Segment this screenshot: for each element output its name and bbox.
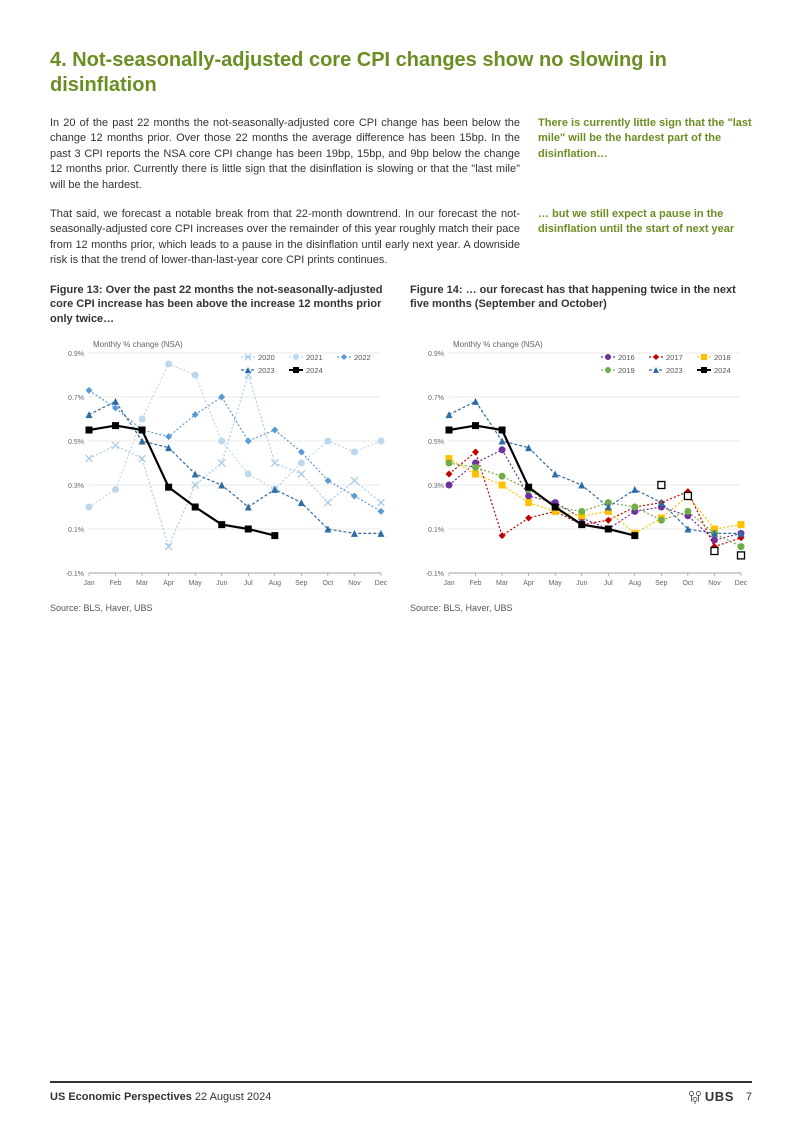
svg-text:2022: 2022 — [354, 353, 371, 362]
svg-text:Jun: Jun — [576, 580, 587, 587]
svg-text:2020: 2020 — [258, 353, 275, 362]
figure-14-caption: Figure 14: … our forecast has that happe… — [410, 283, 752, 327]
svg-text:Sep: Sep — [295, 580, 308, 587]
svg-text:Apr: Apr — [163, 580, 175, 587]
svg-text:0.9%: 0.9% — [68, 351, 84, 358]
footer-title: US Economic Perspectives — [50, 1091, 192, 1103]
footer-right: UBS 7 — [688, 1089, 752, 1104]
svg-text:Nov: Nov — [348, 580, 361, 587]
svg-text:0.9%: 0.9% — [428, 351, 444, 358]
svg-text:0.7%: 0.7% — [428, 395, 444, 402]
page-footer: US Economic Perspectives 22 August 2024 … — [50, 1081, 752, 1104]
paragraph-2: That said, we forecast a notable break f… — [50, 207, 520, 269]
svg-text:Nov: Nov — [708, 580, 721, 587]
svg-text:Jul: Jul — [244, 580, 253, 587]
svg-text:2016: 2016 — [618, 353, 635, 362]
paragraph-row-2: That said, we forecast a notable break f… — [50, 207, 752, 269]
svg-text:May: May — [189, 580, 203, 587]
svg-text:Monthly % change (NSA): Monthly % change (NSA) — [93, 340, 183, 349]
ubs-logo: UBS — [688, 1089, 734, 1104]
svg-text:0.5%: 0.5% — [68, 439, 84, 446]
svg-text:Jun: Jun — [216, 580, 227, 587]
svg-text:May: May — [549, 580, 563, 587]
svg-text:-0.1%: -0.1% — [66, 571, 84, 578]
figure-13-caption: Figure 13: Over the past 22 months the n… — [50, 283, 392, 328]
svg-text:Mar: Mar — [496, 580, 509, 587]
svg-text:2017: 2017 — [666, 353, 683, 362]
svg-text:Mar: Mar — [136, 580, 149, 587]
svg-text:-0.1%: -0.1% — [426, 571, 444, 578]
figure-13-chart: -0.1% 0.1% 0.3% 0.5% 0.7% 0.9% Jan Feb Mar Apr May… — [50, 335, 392, 595]
page-number: 7 — [746, 1091, 752, 1103]
svg-text:Aug: Aug — [269, 580, 282, 587]
svg-text:0.3%: 0.3% — [68, 483, 84, 490]
figure-13-source: Source: BLS, Haver, UBS — [50, 603, 392, 613]
svg-text:Feb: Feb — [110, 580, 122, 587]
section-title: 4. Not-seasonally-adjusted core CPI chan… — [50, 48, 752, 98]
svg-text:Jan: Jan — [443, 580, 454, 587]
svg-text:Dec: Dec — [735, 580, 748, 587]
svg-text:0.7%: 0.7% — [68, 395, 84, 402]
svg-text:0.3%: 0.3% — [428, 483, 444, 490]
figure-14-source: Source: BLS, Haver, UBS — [410, 603, 752, 613]
paragraph-row-1: In 20 of the past 22 months the not-seas… — [50, 116, 752, 193]
figure-13-block: Figure 13: Over the past 22 months the n… — [50, 283, 392, 614]
svg-text:0.1%: 0.1% — [68, 527, 84, 534]
svg-text:Apr: Apr — [523, 580, 535, 587]
svg-text:Dec: Dec — [375, 580, 388, 587]
footer-left: US Economic Perspectives 22 August 2024 — [50, 1091, 271, 1103]
paragraph-1: In 20 of the past 22 months the not-seas… — [50, 116, 520, 193]
svg-text:Feb: Feb — [470, 580, 482, 587]
svg-text:2023: 2023 — [666, 366, 683, 375]
svg-text:0.5%: 0.5% — [428, 439, 444, 446]
callout-1: There is currently little sign that the … — [538, 116, 752, 193]
footer-date: 22 August 2024 — [195, 1091, 271, 1103]
svg-text:Jan: Jan — [83, 580, 94, 587]
figure-14-block: Figure 14: … our forecast has that happe… — [410, 283, 752, 614]
svg-text:Aug: Aug — [629, 580, 642, 587]
svg-text:Monthly % change (NSA): Monthly % change (NSA) — [453, 340, 543, 349]
svg-text:Oct: Oct — [682, 580, 693, 587]
svg-text:2018: 2018 — [714, 353, 731, 362]
callout-2: … but we still expect a pause in the dis… — [538, 207, 752, 269]
svg-text:Oct: Oct — [322, 580, 333, 587]
ubs-keys-icon — [688, 1090, 702, 1104]
figures-row: Figure 13: Over the past 22 months the n… — [50, 283, 752, 614]
svg-text:2024: 2024 — [306, 366, 323, 375]
svg-text:Jul: Jul — [604, 580, 613, 587]
ubs-brand-text: UBS — [705, 1089, 734, 1104]
svg-text:2021: 2021 — [306, 353, 323, 362]
svg-text:0.1%: 0.1% — [428, 527, 444, 534]
figure-14-chart: -0.1% 0.1% 0.3% 0.5% 0.7% 0.9% Jan Feb Mar Apr May… — [410, 335, 752, 595]
svg-text:2023: 2023 — [258, 366, 275, 375]
svg-text:2019: 2019 — [618, 366, 635, 375]
svg-text:Sep: Sep — [655, 580, 668, 587]
svg-text:2024: 2024 — [714, 366, 731, 375]
